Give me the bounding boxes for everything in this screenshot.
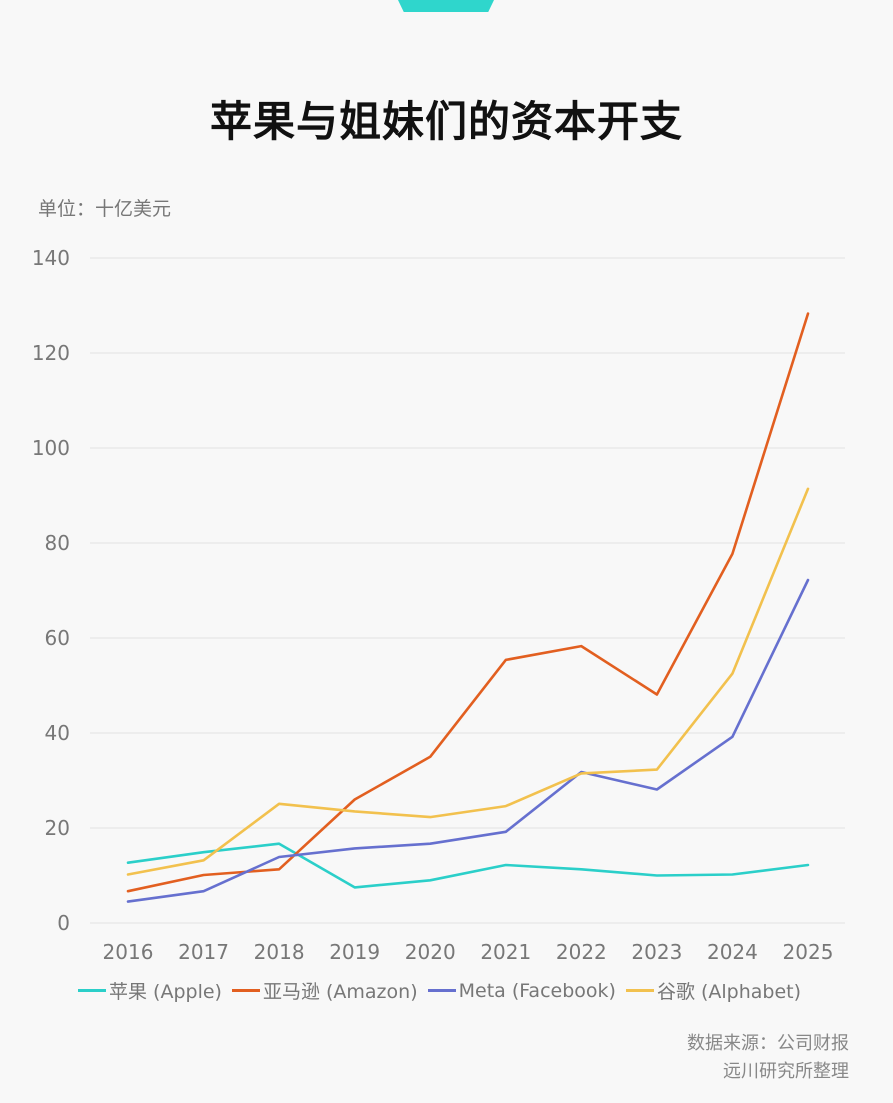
y-tick-label: 20: [45, 816, 70, 840]
y-tick-label: 40: [45, 721, 70, 745]
unit-label: 单位：十亿美元: [38, 198, 172, 220]
x-tick-label: 2021: [480, 940, 531, 964]
series-line-2: [126, 578, 810, 903]
legend: 苹果 (Apple) 亚马逊 (Amazon) Meta (Facebook) 谷歌 …: [78, 977, 801, 1004]
y-axis-ticks: 0 20 40 60 80 100 120 140: [32, 246, 70, 935]
legend-swatch: [78, 989, 106, 992]
legend-label: 谷歌 (Alphabet): [656, 981, 802, 1003]
series-line-1: [126, 312, 810, 893]
series-line-3: [126, 487, 810, 876]
legend-item: Meta (Facebook): [427, 977, 616, 1004]
legend-item: 苹果 (Apple): [78, 977, 222, 1004]
x-tick-label: 2018: [254, 940, 305, 964]
source-line-2: 远川研究所整理: [723, 1061, 849, 1082]
legend-label: 苹果 (Apple): [109, 981, 222, 1003]
x-tick-label: 2023: [631, 940, 682, 964]
source-note: 数据来源：公司财报 远川研究所整理: [687, 1030, 849, 1086]
legend-swatch: [625, 989, 654, 992]
legend-swatch: [427, 989, 456, 992]
legend-swatch: [231, 989, 260, 992]
y-tick-label: 60: [45, 626, 70, 650]
series-line-0: [126, 842, 810, 889]
gridlines: [90, 257, 845, 924]
x-tick-label: 2025: [783, 940, 834, 964]
y-tick-label: 140: [32, 246, 70, 270]
x-tick-label: 2022: [556, 940, 607, 964]
source-line-1: 数据来源：公司财报: [687, 1033, 849, 1054]
x-tick-label: 2017: [178, 940, 229, 964]
legend-label: 亚马逊 (Amazon): [262, 981, 418, 1003]
top-accent-tab: [398, 0, 494, 12]
series-lines: [126, 312, 810, 903]
y-tick-label: 120: [32, 341, 70, 365]
x-tick-label: 2019: [329, 940, 380, 964]
legend-item: 亚马逊 (Amazon): [231, 977, 418, 1004]
x-tick-label: 2024: [707, 940, 758, 964]
y-tick-label: 80: [45, 531, 70, 555]
y-tick-label: 100: [32, 436, 70, 460]
legend-item: 谷歌 (Alphabet): [625, 977, 802, 1004]
y-tick-label: 0: [57, 911, 70, 935]
x-axis-ticks: 2016 2017 2018 2019 2020 2021 2022 2023 2024 2025: [103, 940, 834, 964]
legend-label: Meta (Facebook): [458, 979, 616, 1002]
x-tick-label: 2016: [103, 940, 154, 964]
chart-title: 苹果与姐妹们的资本开支: [209, 97, 683, 146]
x-tick-label: 2020: [405, 940, 456, 964]
